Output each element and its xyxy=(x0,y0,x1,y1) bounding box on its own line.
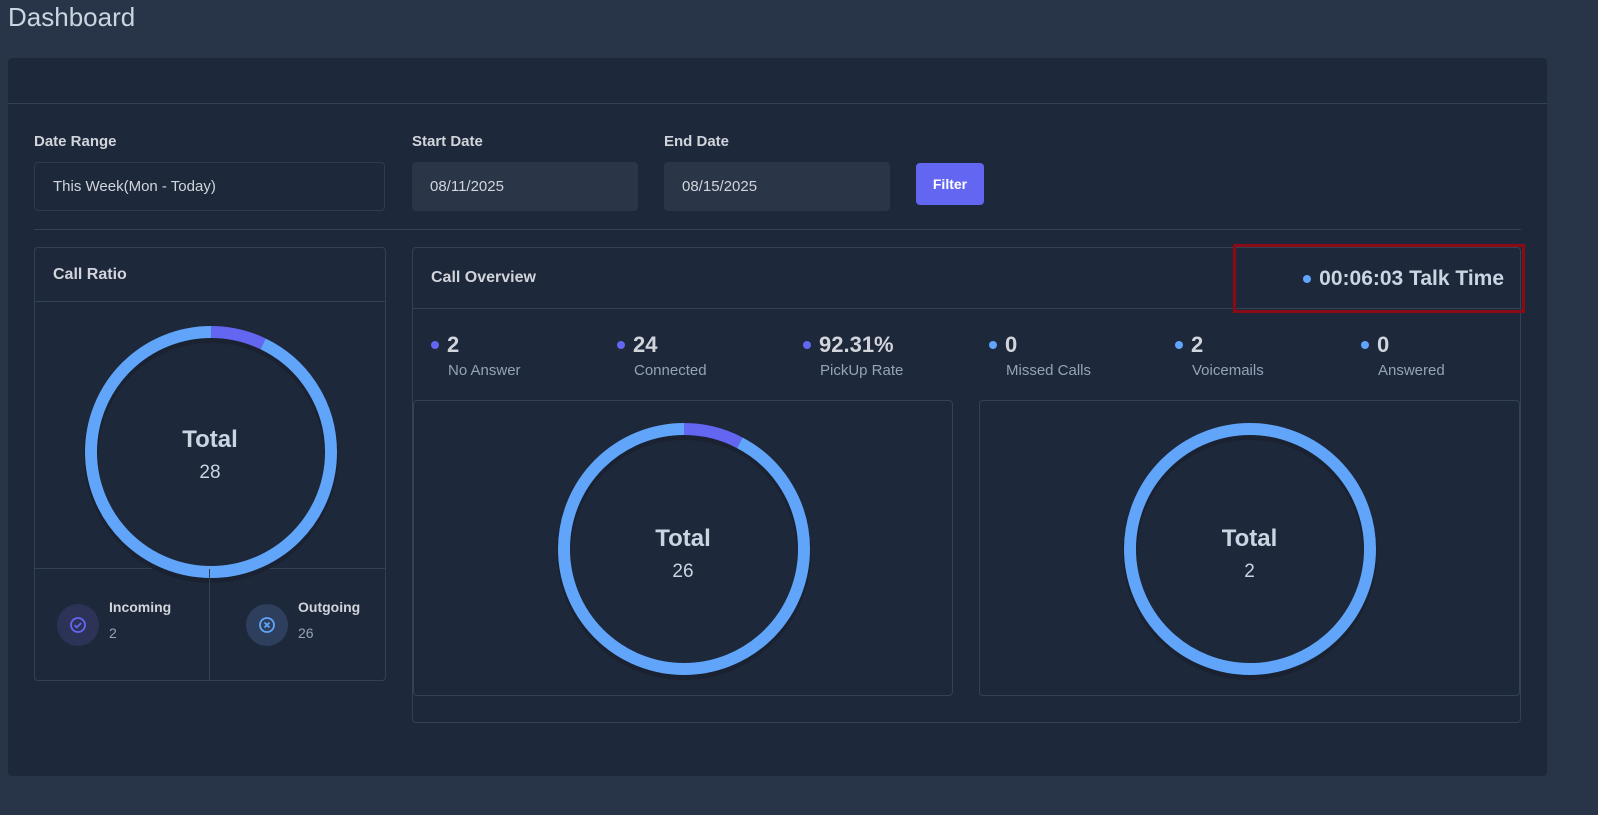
call-ratio-title: Call Ratio xyxy=(35,248,385,302)
call-overview-title: Call Overview xyxy=(413,248,1520,309)
stat-item: 92.31% PickUp Rate xyxy=(803,332,903,379)
call-ratio-panel: Call Ratio Total 28 Incoming 2 Outgoing 26 xyxy=(34,247,386,681)
donut-segment xyxy=(1124,423,1376,675)
donut-segment xyxy=(85,326,337,578)
call-ratio-donut xyxy=(84,326,338,583)
stat-label: Answered xyxy=(1378,362,1445,379)
dot-icon xyxy=(1361,341,1369,349)
left-chart: Total 26 xyxy=(413,400,953,696)
stat-item: 0 Answered xyxy=(1361,332,1445,379)
page-title: Dashboard xyxy=(8,2,136,32)
dot-icon xyxy=(431,341,439,349)
dot-icon xyxy=(1303,274,1312,283)
divider xyxy=(34,229,1521,230)
stat-value: 92.31% xyxy=(819,332,894,357)
filter-button[interactable]: Filter xyxy=(916,163,984,205)
donut-total-value: 2 xyxy=(1244,561,1255,582)
donut-segment xyxy=(558,423,810,675)
dashboard-card: Date Range This Week(Mon - Today) Start … xyxy=(8,58,1547,776)
call-overview-panel: Call Overview 00:06:03 Talk Time 2 No Ans… xyxy=(412,244,1525,723)
start-date-label: Start Date xyxy=(412,133,483,150)
stat-label: Missed Calls xyxy=(1006,362,1092,379)
x-circle-icon xyxy=(246,604,288,646)
stat-value: 2 xyxy=(1191,332,1204,357)
start-date-input[interactable]: 08/11/2025 xyxy=(412,162,638,211)
right-chart: Total 2 xyxy=(979,400,1520,696)
stat-label: No Answer xyxy=(448,362,521,379)
incoming-value: 2 xyxy=(109,625,117,641)
donut-total-label: Total xyxy=(182,426,238,453)
legend-outgoing: Outgoing 26 xyxy=(246,569,360,681)
stat-item: 2 Voicemails xyxy=(1175,332,1264,379)
dot-icon xyxy=(1175,341,1183,349)
stat-value: 2 xyxy=(447,332,460,357)
dot-icon xyxy=(617,341,625,349)
dot-icon xyxy=(803,341,811,349)
divider xyxy=(8,103,1547,104)
stat-label: Connected xyxy=(634,362,707,379)
call-overview-donut-right xyxy=(1123,423,1377,680)
stat-label: PickUp Rate xyxy=(820,362,904,379)
check-circle-icon xyxy=(57,604,99,646)
talk-time-value: 00:06:03 Talk Time xyxy=(1319,266,1504,290)
stat-value: 24 xyxy=(633,332,658,357)
incoming-label: Incoming xyxy=(109,599,172,615)
outgoing-label: Outgoing xyxy=(298,599,361,615)
call-overview-donut-left xyxy=(557,423,811,680)
talk-time: 00:06:03 Talk Time xyxy=(1233,244,1525,313)
stat-value: 0 xyxy=(1005,332,1018,357)
outgoing-value: 26 xyxy=(298,625,314,641)
stat-item: 24 Connected xyxy=(617,332,707,379)
end-date-input[interactable]: 08/15/2025 xyxy=(664,162,890,211)
stat-item: 0 Missed Calls xyxy=(989,332,1091,379)
legend-incoming: Incoming 2 xyxy=(57,569,171,681)
stat-item: 2 No Answer xyxy=(431,332,521,379)
donut-total-label: Total xyxy=(1221,525,1278,552)
date-range-select[interactable]: This Week(Mon - Today) xyxy=(34,162,385,211)
dot-icon xyxy=(989,341,997,349)
donut-total-value: 26 xyxy=(672,561,694,582)
date-range-label: Date Range xyxy=(34,133,117,150)
donut-total-value: 28 xyxy=(199,462,221,483)
stat-label: Voicemails xyxy=(1192,362,1264,379)
donut-total-label: Total xyxy=(655,525,711,552)
end-date-label: End Date xyxy=(664,133,730,150)
stat-value: 0 xyxy=(1377,332,1390,357)
